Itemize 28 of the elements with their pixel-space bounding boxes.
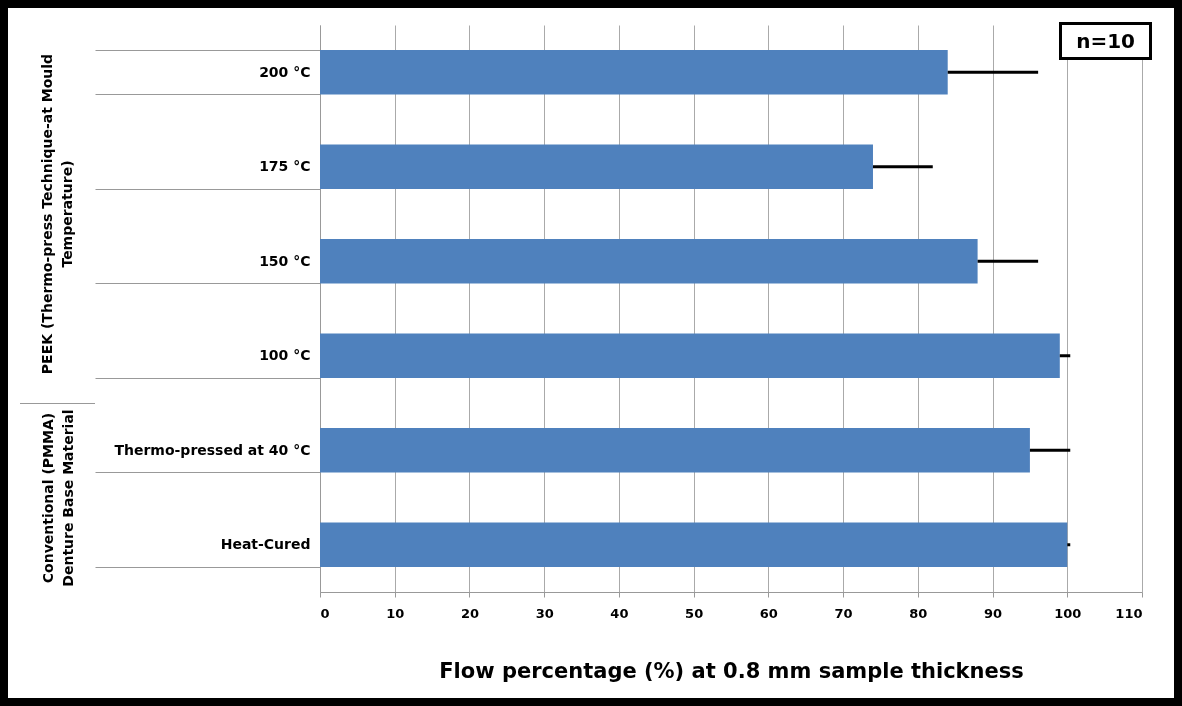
bar <box>320 239 978 284</box>
bar <box>320 144 873 189</box>
x-tick-label: 30 <box>535 605 554 621</box>
text: PEEK (Thermo-press Technique-at Mould Temperature) <box>38 52 76 377</box>
bar <box>320 428 1030 473</box>
x-axis-title: Flow percentage (%) at 0.8 mm sample thickness <box>439 658 1024 683</box>
x-tick-label: 90 <box>984 605 1003 621</box>
x-tick-label: 70 <box>834 605 853 621</box>
y-tick-label: 200 °C <box>259 63 311 80</box>
x-tick-label: 10 <box>386 605 405 621</box>
bar <box>320 333 1060 378</box>
x-tick-label: 20 <box>460 605 479 621</box>
y-tick-label: 100 °C <box>259 347 311 364</box>
x-tick-label: 0 <box>320 605 330 621</box>
bar <box>320 522 1068 567</box>
x-tick-label: 100 <box>1054 605 1082 621</box>
x-tick-label: 80 <box>909 605 928 621</box>
x-tick-label: 110 <box>1115 605 1143 621</box>
y-tick-label: 150 °C <box>259 252 311 269</box>
y-tick-label: 175 °C <box>259 158 311 175</box>
x-tick-label: 50 <box>685 605 704 621</box>
text: Conventional (PMMA) Denture Base Material <box>38 407 76 589</box>
bar <box>320 50 948 95</box>
y-tick-label: Heat-Cured <box>220 536 311 553</box>
annotation: n=10 <box>1059 22 1152 60</box>
x-tick-label: 60 <box>759 605 778 621</box>
y-tick-label: Thermo-pressed at 40 °C <box>114 441 311 458</box>
x-tick-label: 40 <box>610 605 629 621</box>
